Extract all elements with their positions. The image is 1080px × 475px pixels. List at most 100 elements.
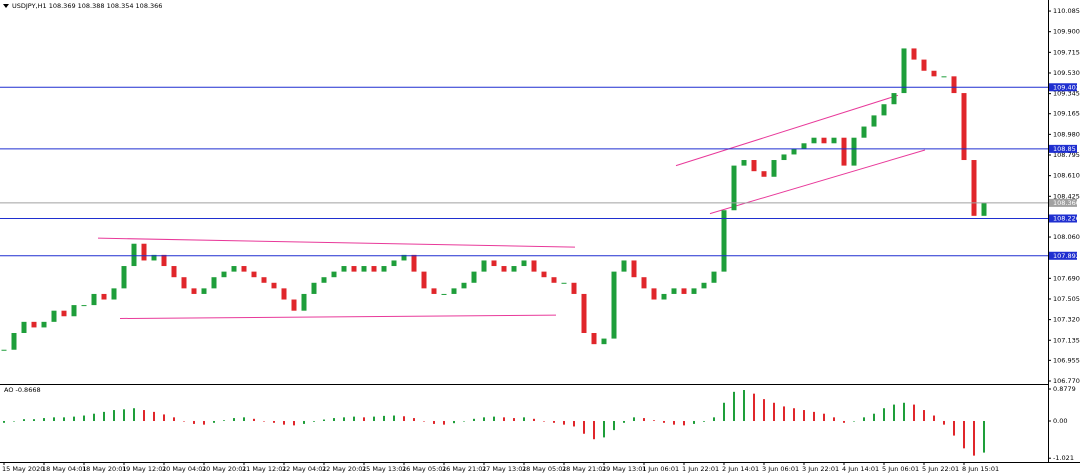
ao-bar (153, 411, 155, 421)
ao-bar (643, 418, 645, 421)
candle (41, 321, 47, 328)
y-tick-label: 110.085 (1053, 7, 1080, 15)
candle (981, 202, 987, 216)
ao-bar (393, 415, 395, 421)
candle (571, 282, 577, 294)
ao-bar (893, 404, 895, 421)
ao-bar (363, 417, 365, 421)
ao-bar (813, 411, 815, 421)
ao-bar (513, 418, 515, 421)
ao-bar (773, 402, 775, 421)
ao-bar (113, 410, 115, 421)
x-tick-label: 22 May 04:01 (282, 465, 327, 473)
ao-bar (903, 402, 905, 421)
candle (701, 282, 707, 289)
ao-bar (143, 410, 145, 421)
candle (501, 266, 507, 272)
candle (711, 271, 717, 283)
candle (91, 293, 97, 306)
candle (641, 277, 647, 289)
ao-bar (353, 416, 355, 421)
candle (741, 160, 747, 166)
price-label-box (1049, 144, 1077, 153)
ao-bar (603, 420, 605, 438)
x-tick-label: 25 May 13:01 (362, 465, 407, 473)
ao-bar (413, 418, 415, 421)
price-label: 108.226 (1053, 215, 1080, 223)
x-tick-label: 1 Jun 06:01 (642, 465, 679, 473)
x-tick-label: 28 May 05:01 (522, 465, 567, 473)
candle (11, 333, 17, 350)
ao-bar (563, 420, 565, 425)
ao-bar (283, 420, 285, 425)
candle (911, 48, 917, 60)
ao-bar (423, 420, 425, 422)
ao-bar (783, 406, 785, 421)
ao-bar (473, 418, 475, 421)
candle (441, 293, 447, 295)
ao-bar (253, 418, 255, 421)
candle (491, 260, 497, 267)
ao-bar (923, 410, 925, 421)
ao-bar (653, 420, 655, 421)
candle (331, 271, 337, 278)
y-tick-label: 106.770 (1053, 377, 1080, 385)
ao-bar (333, 418, 335, 421)
indicator-title: AO -0.8668 (4, 386, 41, 394)
candle (761, 171, 767, 177)
ao-bar (203, 420, 205, 425)
candle (211, 277, 217, 289)
candle (931, 70, 937, 77)
ao-bar (863, 417, 865, 421)
ao-bar (963, 420, 965, 449)
ao-bar (463, 420, 465, 422)
candle (601, 338, 607, 345)
ao-bar (583, 420, 585, 434)
ao-bar (933, 415, 935, 421)
menu-arrow[interactable] (3, 4, 9, 8)
ao-bar (833, 417, 835, 421)
candle (481, 260, 487, 272)
x-tick-label: 3 Jun 22:01 (802, 465, 839, 473)
ao-bar (853, 420, 855, 422)
candle (891, 93, 897, 105)
x-tick-label: 5 Jun 06:01 (882, 465, 919, 473)
candle (771, 160, 777, 177)
ao-bar (63, 417, 65, 421)
ao-bar (873, 413, 875, 421)
price-label-box (1049, 83, 1077, 92)
candle (561, 282, 567, 284)
price-label-box (1049, 251, 1077, 260)
candle (531, 260, 537, 272)
ao-bar (623, 420, 625, 423)
ao-bar (983, 420, 985, 453)
x-tick-label: 5 Jun 22:01 (922, 465, 959, 473)
ao-bar (383, 415, 385, 421)
ao-bar (303, 420, 305, 424)
y-tick-label: 107.320 (1053, 316, 1080, 324)
x-tick-label: 26 May 21:01 (442, 465, 487, 473)
candle (881, 104, 887, 116)
ao-bar (593, 420, 595, 440)
x-tick-label: 8 Jun 15:01 (962, 465, 999, 473)
candle (421, 271, 427, 289)
y-tick-label: -1.021 (1053, 454, 1074, 462)
ao-bar (753, 393, 755, 421)
x-tick-label: 28 May 21:01 (562, 465, 607, 473)
y-tick-label: 108.610 (1053, 172, 1080, 180)
ao-bar (243, 417, 245, 421)
y-tick-label: 109.345 (1053, 90, 1080, 98)
candle (611, 271, 617, 339)
candle (801, 143, 807, 149)
x-tick-label: 20 May 04:01 (162, 465, 207, 473)
candle (281, 288, 287, 300)
ao-bar (313, 420, 315, 422)
candle (691, 288, 697, 294)
x-tick-label: 20 May 20:01 (202, 465, 247, 473)
candle (291, 299, 297, 311)
candle (581, 293, 587, 334)
ao-bar (973, 420, 975, 456)
candle (901, 48, 907, 94)
ao-bar (823, 413, 825, 421)
